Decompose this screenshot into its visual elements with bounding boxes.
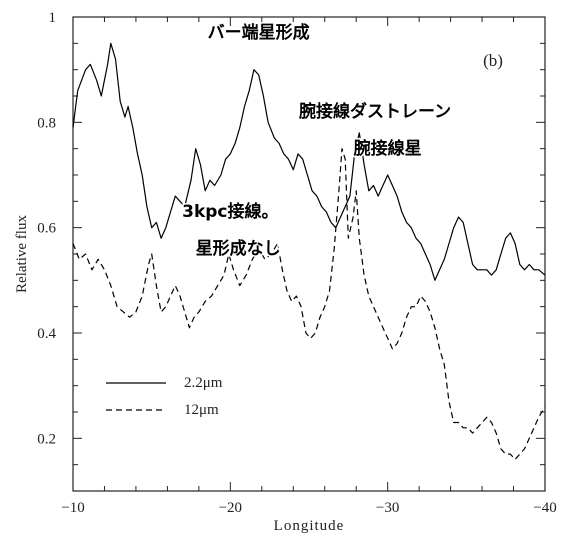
x-tick-label: −30: [376, 500, 399, 516]
y-tick-label: 1: [49, 10, 57, 26]
x-tick-label: −40: [533, 500, 556, 516]
x-axis-label: Longitude: [274, 518, 345, 534]
y-tick-label: 0.6: [37, 221, 56, 237]
legend-label-12um: 12μm: [184, 402, 219, 418]
series-line-0: [72, 42, 546, 281]
annotation-2: 腕接線星: [354, 138, 422, 159]
series-line-1: [72, 148, 546, 460]
legend: 2.2μm 12μm: [106, 375, 223, 418]
x-tick-labels: −10 −20 −30 −40: [61, 500, 556, 516]
y-tick-label: 0.8: [37, 115, 56, 131]
series-lines: [72, 42, 546, 460]
x-tick-label: −20: [219, 500, 242, 516]
y-tick-label: 0.4: [37, 326, 56, 342]
y-tick-label: 0.2: [37, 431, 56, 447]
plot-frame: [72, 16, 546, 492]
y-axis-label: Relative flux: [14, 215, 30, 293]
legend-label-2.2um: 2.2μm: [184, 375, 223, 391]
annotation-1: 腕接線ダストレーン: [299, 101, 451, 122]
annotation-4: 星形成なし: [196, 238, 281, 259]
annotation-0: バー端星形成: [208, 22, 310, 43]
y-tick-labels: 0.2 0.4 0.6 0.8 1: [37, 10, 56, 447]
axis-ticks: [72, 16, 546, 491]
x-tick-label: −10: [61, 500, 84, 516]
panel-label: (b): [483, 51, 503, 70]
annotation-3: 3kpc接線。: [182, 201, 278, 222]
